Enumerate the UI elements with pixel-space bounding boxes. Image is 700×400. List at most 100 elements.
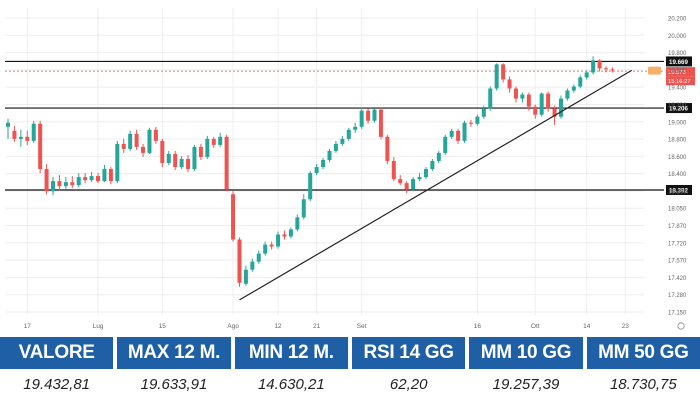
candle-body [269,244,274,247]
price-tag-label: 19.573 [668,70,686,76]
x-tick-label: 23 [622,323,630,330]
y-tick-label: 18.050 [668,207,687,213]
candle-body [63,182,68,187]
candle-body [108,169,113,182]
candle-body [179,158,184,168]
y-tick-label: 17.280 [668,293,687,299]
x-tick-label: 16 [474,323,482,330]
candle-body [385,136,390,161]
stat-header: MM 50 GG [586,337,700,369]
y-tick-label: 19.600 [668,68,687,74]
stat-value: 19.633,91 [140,376,208,393]
candle-body [121,143,126,149]
candle-body [166,153,171,164]
x-tick-label: Set [357,323,367,330]
y-tick-label: 18.600 [668,155,687,161]
alert-marker[interactable] [648,66,661,75]
candle-body [243,269,248,284]
candle-body [359,110,364,127]
stat-value: 14.630,21 [257,376,325,393]
candle-body [501,64,506,80]
y-tick-label: 17.570 [668,259,687,265]
stat-header: MAX 12 M. [117,337,231,369]
y-tick-label: 20.000 [668,34,687,40]
candle-body [468,122,473,124]
candle-body [603,68,608,70]
stat-header: RSI 14 GG [352,337,466,369]
candle-body [237,239,242,283]
candle-body [443,136,448,153]
candle-body [411,179,416,190]
candle-body [423,169,428,178]
y-tick-label: 19.800 [668,51,687,57]
y-tick-label: 18.200 [668,189,687,195]
candle-body [263,244,268,254]
x-tick-label: 17 [24,323,32,330]
stat-max-12m: MAX 12 M. 19.633,91 [117,337,231,400]
candle-body [89,176,94,181]
candle-body [96,176,101,182]
candle-body [38,123,43,170]
candle-body [51,181,56,192]
stat-header: MIN 12 M. [234,337,348,369]
candle-body [102,169,107,182]
candle-body [333,143,338,151]
y-tick-label: 19.400 [668,86,687,92]
candle-body [520,94,525,99]
x-tick-label: Ott [531,323,540,330]
candle-body [494,64,499,89]
level-tag [666,184,692,195]
candle-body [546,93,551,109]
candle-body [301,199,306,218]
candle-body [173,153,178,168]
candle-body [198,146,203,157]
candle-body [83,177,88,181]
y-tick-label: 17.870 [668,224,687,230]
candle-body [430,160,435,170]
candle-body [353,126,358,130]
stat-value: 62,20 [389,376,428,393]
y-tick-label: 19.200 [668,103,687,109]
candle-body [571,86,576,91]
price-tag [666,76,695,86]
candle-body [134,133,139,147]
candle-body [488,88,493,109]
level-tag-label: 19.206 [669,106,688,113]
candle-body [610,69,615,71]
candle-body [288,229,293,237]
y-tick-label: 18.800 [668,138,687,144]
y-tick-label: 20.200 [668,17,687,23]
y-tick-label: 17.420 [668,276,687,282]
price-tag-label: 15:16:27 [668,79,691,85]
candles [6,56,615,287]
y-tick-label: 18.400 [668,172,687,178]
candle-body [526,94,531,107]
stat-value: 18.730,75 [609,376,677,393]
candle-body [417,177,422,180]
trendline-layer [239,69,633,301]
level-tag [666,103,692,114]
stat-header: VALORE [0,337,114,369]
candle-body [141,146,146,153]
candle-body [340,138,345,144]
candle-body [513,88,518,99]
level-tag-label: 19.669 [669,59,688,66]
candle-body [462,122,467,141]
candle-body [70,182,75,186]
candle-body [565,90,570,99]
y-tick-label: 17.150 [668,311,687,317]
x-tick-label: Lug [93,323,104,330]
x-tick-label: 14 [583,323,591,330]
stat-value: 19.257,39 [492,376,560,393]
stat-valore: VALORE 19.432,81 [0,337,114,400]
candle-body [276,234,281,247]
candle-body [205,138,210,157]
settings-icon[interactable] [677,322,685,330]
candle-body [597,60,602,69]
horizontal-levels: 19.669 19.206 18.392 19.573 15:16:27 [5,56,695,195]
candle-body [250,261,255,270]
stat-min-12m: MIN 12 M. 14.630,21 [234,337,348,400]
stat-mm-10gg: MM 10 GG 19.257,39 [469,337,583,400]
candle-body [449,130,454,137]
